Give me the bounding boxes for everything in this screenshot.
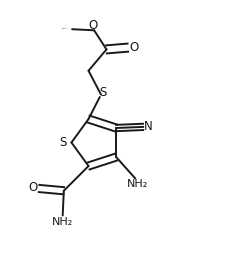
Text: S: S	[99, 86, 106, 99]
Text: NH₂: NH₂	[126, 179, 147, 189]
Text: NH₂: NH₂	[52, 217, 73, 227]
Text: S: S	[58, 136, 66, 149]
Text: O: O	[129, 41, 138, 54]
Text: O: O	[88, 19, 97, 32]
Text: O: O	[28, 181, 37, 194]
Text: N: N	[144, 120, 152, 133]
Text: methoxy: methoxy	[62, 27, 68, 29]
